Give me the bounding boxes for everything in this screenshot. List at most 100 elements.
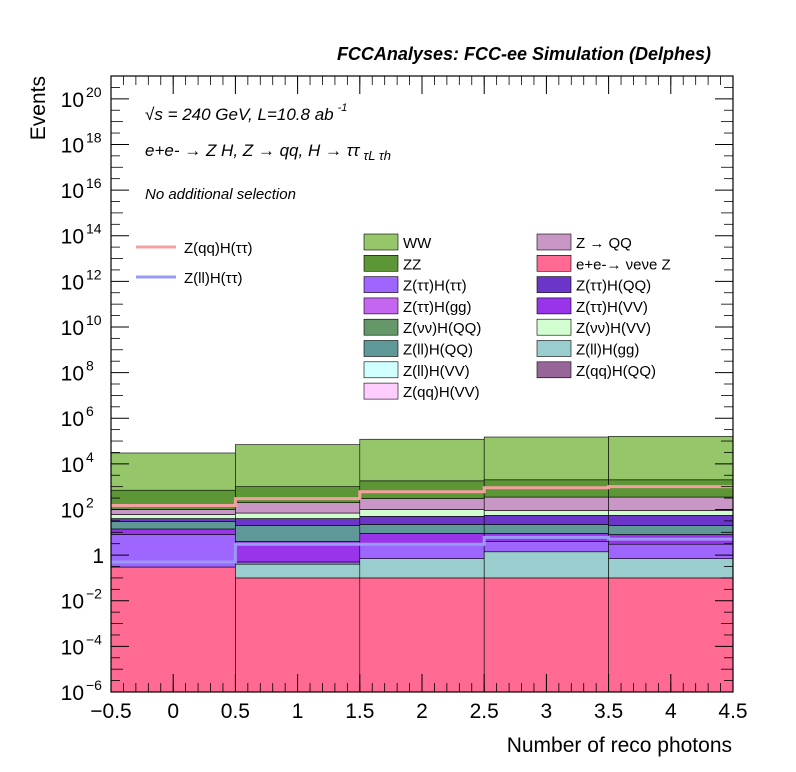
y-tick-label: 10 bbox=[61, 363, 84, 386]
legend-label: Z(ll)H(gg) bbox=[576, 342, 639, 359]
legend-label: Z → QQ bbox=[576, 235, 632, 252]
y-tick-label: 1 bbox=[92, 545, 104, 568]
y-tick-exponent: 10 bbox=[86, 312, 102, 328]
background-legend: WW Z → QQ ZZ e+e-→ νeνe Z Z(ττ)H(ττ) Z(ττ)H(Q… bbox=[363, 233, 671, 401]
bar-segment bbox=[235, 518, 361, 526]
legend-label: Z(ll)H(QQ) bbox=[403, 342, 473, 359]
y-tick-label: 10 bbox=[61, 408, 84, 431]
bar-segment bbox=[608, 436, 734, 481]
energy-text: = 240 GeV, L=10.8 ab bbox=[163, 105, 334, 124]
legend-label: Z(νν)H(QQ) bbox=[403, 320, 481, 337]
legend-swatch bbox=[363, 318, 399, 336]
y-axis-label: Events bbox=[27, 76, 50, 140]
legend-label: Z(ττ)H(gg) bbox=[403, 299, 472, 316]
x-tick-label: 2 bbox=[416, 700, 428, 723]
legend-label: Z(νν)H(VV) bbox=[576, 320, 651, 337]
bar-segment bbox=[110, 514, 236, 519]
x-tick-label: −0.5 bbox=[90, 700, 131, 723]
sqrt-s: √s bbox=[145, 105, 163, 124]
y-tick-exponent: 16 bbox=[86, 175, 102, 191]
bar-segment bbox=[110, 521, 236, 530]
process-text: e+e- → Z H, Z → qq, H → ττ bbox=[145, 141, 361, 160]
bar-segment bbox=[483, 496, 609, 511]
x-tick-label: 0.5 bbox=[221, 700, 250, 723]
bar-segment bbox=[110, 452, 236, 491]
legend-swatch bbox=[536, 340, 572, 357]
bar-segment bbox=[359, 516, 485, 525]
bar-segment bbox=[483, 524, 609, 534]
bar-segment bbox=[359, 558, 485, 579]
x-tick-label: 3 bbox=[541, 700, 553, 723]
energy-annotation: √s = 240 GeV, L=10.8 ab -1 bbox=[145, 102, 347, 124]
bar-segment bbox=[359, 438, 485, 482]
legend-swatch bbox=[363, 297, 399, 315]
y-tick-exponent: −4 bbox=[86, 631, 102, 647]
y-tick-label: 10 bbox=[61, 454, 84, 477]
bar-segment bbox=[235, 444, 361, 487]
bar-segment bbox=[359, 480, 485, 499]
bar-segment bbox=[359, 543, 485, 559]
bar-segment bbox=[608, 510, 734, 516]
legend-label: Z(ττ)H(QQ) bbox=[576, 278, 651, 295]
bar-segment bbox=[483, 551, 609, 579]
bar-segment bbox=[483, 541, 609, 553]
bar-segment bbox=[235, 561, 361, 565]
bar-segment bbox=[235, 512, 361, 519]
legend-swatch bbox=[536, 361, 572, 379]
legend-label: Z(ττ)H(ττ) bbox=[403, 278, 467, 295]
bar-segment bbox=[483, 510, 609, 516]
x-axis-label: Number of reco photons bbox=[507, 734, 732, 757]
y-tick-label: 10 bbox=[61, 682, 84, 705]
bar-segment bbox=[359, 524, 485, 534]
signal-series-line bbox=[111, 535, 733, 564]
bar-segment bbox=[110, 566, 236, 693]
y-tick-label: 10 bbox=[61, 636, 84, 659]
y-tick-exponent: 4 bbox=[86, 449, 94, 465]
stack-bins bbox=[110, 436, 734, 693]
bar-segment bbox=[608, 577, 734, 693]
legend-swatch bbox=[536, 233, 572, 251]
chart-title: FCCAnalyses: FCC-ee Simulation (Delphes) bbox=[337, 44, 711, 64]
bar-segment bbox=[359, 577, 485, 693]
bar-segment bbox=[483, 436, 609, 481]
legend-label: Z(ll)H(VV) bbox=[403, 363, 470, 380]
signal-lines bbox=[111, 485, 733, 564]
y-tick-exponent: −6 bbox=[86, 677, 102, 693]
bar-segment bbox=[608, 479, 734, 498]
x-tick-label: 4 bbox=[665, 700, 677, 723]
legend-swatch bbox=[536, 318, 572, 336]
bar-segment bbox=[608, 496, 734, 511]
x-tick-label: 1 bbox=[292, 700, 304, 723]
bar-segment bbox=[110, 509, 236, 515]
legend-swatch bbox=[363, 340, 399, 357]
y-tick-exponent: 8 bbox=[86, 358, 94, 374]
y-tick-exponent: 12 bbox=[86, 266, 102, 282]
bar-segment bbox=[608, 543, 734, 559]
y-tick-label: 10 bbox=[61, 271, 84, 294]
y-tick-exponent: 2 bbox=[86, 494, 94, 510]
y-tick-label: 10 bbox=[61, 591, 84, 614]
bar-segment bbox=[359, 533, 485, 545]
bar-segment bbox=[235, 502, 361, 514]
y-tick-exponent: 14 bbox=[86, 221, 102, 237]
legend-label: Z(qq)H(QQ) bbox=[576, 363, 656, 380]
legend-swatch bbox=[536, 276, 572, 293]
legend-swatch bbox=[363, 361, 399, 379]
process-tail: τL τh bbox=[363, 148, 391, 163]
bar-segment bbox=[359, 509, 485, 517]
legend-label: e+e-→ νeνe Z bbox=[576, 256, 671, 273]
process-annotation: e+e- → Z H, Z → qq, H → ττ τL τh bbox=[145, 141, 391, 163]
legend-label: ZZ bbox=[403, 256, 421, 273]
signal-series-line bbox=[111, 485, 733, 507]
legend-label: WW bbox=[403, 235, 432, 252]
legend-swatch bbox=[363, 382, 399, 400]
x-tick-label: 3.5 bbox=[594, 700, 623, 723]
y-tick-exponent: −2 bbox=[86, 586, 102, 602]
bar-segment bbox=[359, 498, 485, 510]
bar-segment bbox=[608, 525, 734, 535]
legend-label: Z(qq)H(VV) bbox=[403, 384, 480, 401]
y-tick-label: 10 bbox=[61, 180, 84, 203]
y-tick-label: 10 bbox=[61, 317, 84, 340]
